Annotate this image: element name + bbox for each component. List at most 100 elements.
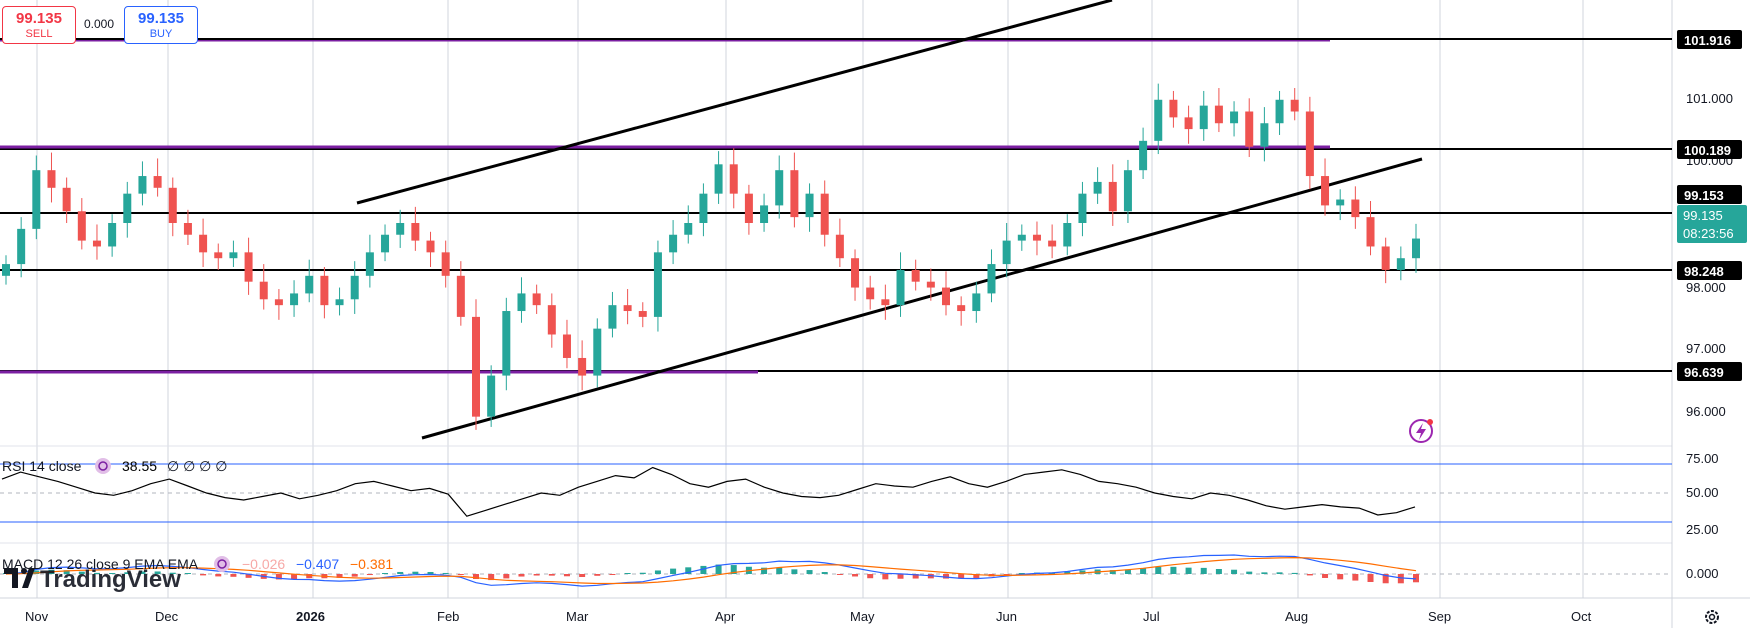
macd-hist-bar bbox=[351, 574, 358, 577]
candle-body bbox=[214, 252, 223, 259]
candle-body bbox=[653, 252, 662, 317]
candle-body bbox=[1002, 240, 1011, 265]
candle-body bbox=[108, 223, 117, 247]
buy-button[interactable]: 99.135 BUY bbox=[124, 6, 198, 44]
candle-body bbox=[896, 269, 905, 306]
macd-hist-bar bbox=[1018, 573, 1025, 574]
macd-hist-bar bbox=[958, 574, 965, 579]
rsi-settings-icon[interactable] bbox=[95, 458, 111, 474]
candle-body bbox=[426, 240, 435, 253]
macd-hist-bar bbox=[306, 574, 313, 579]
candle-body bbox=[987, 264, 996, 294]
macd-hist-bar bbox=[548, 574, 555, 576]
candle-body bbox=[1032, 234, 1041, 241]
candle-body bbox=[835, 234, 844, 259]
candle-body bbox=[790, 170, 799, 218]
candle-body bbox=[926, 281, 935, 288]
badge-100189: 100.189 bbox=[1684, 143, 1731, 158]
candle-body bbox=[623, 305, 632, 312]
candle-body bbox=[1199, 105, 1208, 130]
macd-hist-bar bbox=[897, 574, 904, 579]
macd-hist-bar bbox=[1337, 574, 1344, 580]
channel-upper-trendline[interactable] bbox=[356, 0, 1113, 205]
candle-body bbox=[487, 375, 496, 417]
candle-body bbox=[502, 311, 511, 376]
macd-hist-bar bbox=[730, 565, 737, 574]
candle-body bbox=[957, 305, 966, 312]
sell-button[interactable]: 99.135 SELL bbox=[2, 6, 76, 44]
candle-body bbox=[1366, 217, 1375, 247]
macd-hist-bar bbox=[654, 570, 661, 574]
candle-body bbox=[17, 228, 26, 265]
channel-lower-trendline[interactable] bbox=[421, 157, 1423, 440]
time-grid bbox=[36, 0, 1584, 598]
rsi-tick-50: 50.00 bbox=[1686, 485, 1719, 500]
candle-body bbox=[229, 252, 238, 259]
macd-hist-bar bbox=[882, 574, 889, 580]
macd-hist-bar bbox=[154, 571, 161, 574]
candle-body bbox=[153, 176, 162, 188]
candle-body bbox=[2, 264, 10, 276]
candle-body bbox=[1260, 123, 1269, 147]
macd-hist-bar bbox=[1291, 572, 1298, 574]
candle-body bbox=[714, 164, 723, 194]
macd-hist-bar bbox=[291, 574, 298, 580]
candle-body bbox=[1275, 99, 1284, 124]
time-label-jul: Jul bbox=[1143, 609, 1160, 624]
macd-hist-bar bbox=[457, 574, 464, 575]
candle-body bbox=[1351, 199, 1360, 218]
candle-body bbox=[562, 334, 571, 358]
macd-hist-bar bbox=[78, 571, 85, 574]
badge-bg-100189 bbox=[1677, 140, 1742, 159]
candle-body bbox=[805, 193, 814, 218]
candle-body bbox=[1048, 240, 1057, 247]
macd-hist-bar bbox=[776, 567, 783, 574]
candle-body bbox=[1093, 181, 1102, 194]
candle-body bbox=[547, 305, 556, 335]
candle-body bbox=[638, 311, 647, 317]
time-label-oct: Oct bbox=[1571, 609, 1592, 624]
candle-body bbox=[1245, 111, 1254, 147]
candle-body bbox=[123, 193, 132, 223]
macd-hist-bar bbox=[852, 574, 859, 577]
candle-body bbox=[290, 293, 299, 306]
macd-title[interactable]: MACD 12 26 close 9 EMA EMA bbox=[2, 556, 199, 572]
macd-hist-bar bbox=[215, 574, 222, 577]
candle-body bbox=[1396, 258, 1405, 270]
candle-body bbox=[62, 187, 71, 212]
macd-hist-bar bbox=[533, 574, 540, 576]
candle-body bbox=[1063, 223, 1072, 247]
badge-bg-96639 bbox=[1677, 362, 1742, 381]
candle-body bbox=[47, 170, 56, 188]
macd-hist-bar bbox=[1306, 574, 1313, 576]
candle-body bbox=[441, 252, 450, 276]
macd-hist-bar bbox=[1352, 574, 1359, 581]
candle-body bbox=[274, 299, 283, 306]
macd-hist-bar bbox=[912, 574, 919, 579]
macd-hist-bar bbox=[93, 572, 100, 574]
time-label-sep: Sep bbox=[1428, 609, 1451, 624]
macd-hist-value: −0.026 bbox=[242, 556, 285, 572]
macd-hist-bar bbox=[867, 574, 874, 579]
candle-body bbox=[820, 193, 829, 235]
candle-body bbox=[259, 281, 268, 300]
rsi-tick-25: 25.00 bbox=[1686, 522, 1719, 537]
macd-hist-bar bbox=[397, 571, 404, 574]
macd-settings-icon[interactable] bbox=[214, 556, 230, 572]
macd-hist-bar bbox=[1124, 569, 1131, 574]
settings-gear-icon[interactable] bbox=[1705, 610, 1719, 624]
signal-line bbox=[5, 556, 1417, 585]
lightning-icon[interactable] bbox=[1409, 419, 1433, 443]
macd-hist-bar bbox=[1079, 570, 1086, 574]
candle-body bbox=[851, 258, 860, 288]
candle-body bbox=[1381, 246, 1390, 270]
rsi-title[interactable]: RSI 14 close bbox=[2, 458, 82, 474]
candle-body bbox=[760, 205, 769, 223]
candle-body bbox=[244, 252, 253, 282]
macd-hist-bar bbox=[184, 573, 191, 574]
macd-hist-bar bbox=[1200, 567, 1207, 574]
macd-hist-bar bbox=[1413, 574, 1419, 583]
candle-body bbox=[699, 193, 708, 223]
macd-hist-bar bbox=[1382, 574, 1389, 584]
